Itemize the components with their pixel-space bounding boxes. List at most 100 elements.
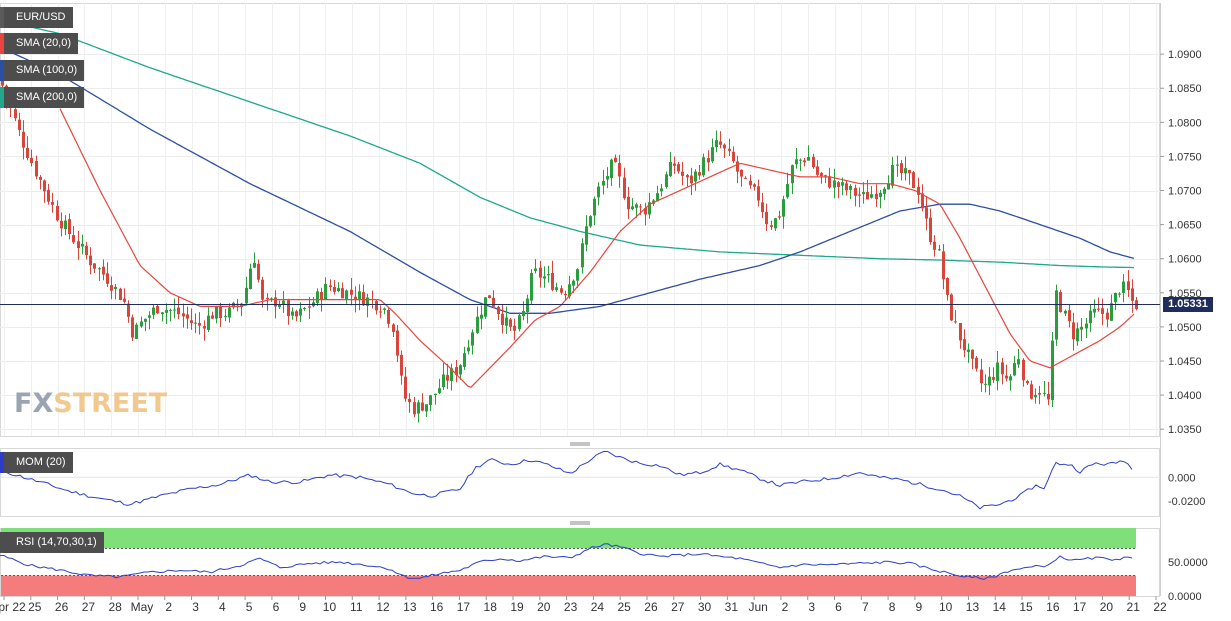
candle-body bbox=[534, 268, 537, 271]
time-tick-label: 4 bbox=[219, 600, 226, 614]
time-tick-label: 21 bbox=[1127, 600, 1141, 614]
candle-body bbox=[316, 291, 319, 303]
candle-body bbox=[182, 313, 185, 317]
candle-body bbox=[127, 303, 130, 317]
candle-body bbox=[799, 159, 802, 161]
mom-label[interactable]: MOM (20) bbox=[0, 452, 73, 473]
sma200-label-text: SMA (200,0) bbox=[16, 91, 78, 103]
candle-body bbox=[404, 376, 407, 399]
candle-body bbox=[480, 314, 483, 319]
time-tick-label: 16 bbox=[1046, 600, 1060, 614]
candle-body bbox=[1080, 326, 1083, 330]
candle-body bbox=[81, 243, 84, 247]
candle-body bbox=[177, 307, 180, 315]
time-tick-label: 27 bbox=[82, 600, 96, 614]
time-tick-label: 10 bbox=[323, 600, 337, 614]
candle-body bbox=[303, 308, 306, 310]
candle-body bbox=[614, 157, 617, 163]
candle-body bbox=[1131, 288, 1134, 301]
candle-body bbox=[896, 164, 899, 166]
candle-body bbox=[740, 169, 743, 177]
candle-body bbox=[988, 376, 991, 386]
time-tick-label: 20 bbox=[1100, 600, 1114, 614]
symbol-label[interactable]: EUR/USD bbox=[0, 7, 73, 28]
candle-body bbox=[593, 198, 596, 216]
sma-20-path bbox=[59, 108, 1135, 388]
candle-body bbox=[438, 388, 441, 393]
candle-body bbox=[1043, 392, 1046, 394]
candle-body bbox=[929, 217, 932, 243]
candle-body bbox=[967, 349, 970, 352]
candle-body bbox=[392, 324, 395, 332]
time-tick-label: 18 bbox=[484, 600, 498, 614]
rsi-label[interactable]: RSI (14,70,30,1) bbox=[0, 532, 104, 553]
time-tick-label: 6 bbox=[273, 600, 280, 614]
candle-body bbox=[975, 357, 978, 369]
candle-body bbox=[467, 347, 470, 352]
candle-body bbox=[837, 182, 840, 187]
candle-body bbox=[366, 297, 369, 306]
candle-body bbox=[140, 321, 143, 327]
candle-body bbox=[946, 278, 949, 295]
rsi-swatch bbox=[0, 532, 4, 553]
price-tick-label: 1.0850 bbox=[1168, 83, 1202, 95]
candle-body bbox=[992, 377, 995, 380]
candle-body bbox=[1055, 290, 1058, 340]
sma200-label[interactable]: SMA (200,0) bbox=[0, 87, 85, 108]
candle-body bbox=[606, 176, 609, 180]
grid-lines bbox=[0, 3, 1160, 597]
candle-body bbox=[551, 272, 554, 290]
candle-body bbox=[576, 269, 579, 281]
sma100-label[interactable]: SMA (100,0) bbox=[0, 60, 85, 81]
candle-body bbox=[383, 308, 386, 310]
candle-body bbox=[295, 311, 298, 317]
sma20-label[interactable]: SMA (20,0) bbox=[0, 33, 79, 54]
candle-body bbox=[400, 354, 403, 376]
candle-body bbox=[131, 317, 134, 338]
candle-body bbox=[270, 298, 273, 300]
mom-tick-label: 0.000 bbox=[1168, 472, 1196, 484]
candle-body bbox=[707, 158, 710, 163]
time-tick-label: 16 bbox=[430, 600, 444, 614]
candle-body bbox=[572, 280, 575, 286]
time-tick-label: 13 bbox=[966, 600, 980, 614]
candle-body bbox=[173, 309, 176, 311]
candle-body bbox=[723, 144, 726, 149]
time-tick-label: 30 bbox=[698, 600, 712, 614]
candle-body bbox=[996, 362, 999, 382]
candle-body bbox=[778, 216, 781, 218]
time-tick-label: Jun bbox=[748, 600, 767, 614]
candle-body bbox=[345, 290, 348, 300]
candle-body bbox=[261, 279, 264, 300]
candle-body bbox=[917, 186, 920, 195]
rsi-label-text: RSI (14,70,30,1) bbox=[16, 536, 97, 548]
sma-100-path bbox=[0, 46, 1135, 314]
candle-body bbox=[828, 176, 831, 188]
candle-body bbox=[463, 353, 466, 367]
last-price-text: 1.05331 bbox=[1168, 297, 1208, 310]
candle-body bbox=[266, 297, 269, 300]
candle-body bbox=[854, 187, 857, 196]
candle-body bbox=[547, 274, 550, 276]
candle-body bbox=[665, 174, 668, 187]
candle-body bbox=[341, 288, 344, 299]
candle-body bbox=[207, 315, 210, 330]
time-tick-label: 2 bbox=[782, 600, 789, 614]
candle-body bbox=[921, 193, 924, 209]
time-tick-label: 2 bbox=[165, 600, 172, 614]
price-tick-label: 1.0450 bbox=[1168, 356, 1202, 368]
candle-body bbox=[455, 367, 458, 375]
mom-line bbox=[0, 450, 1133, 510]
candle-body bbox=[1093, 308, 1096, 313]
candle-body bbox=[434, 393, 437, 396]
candle-body bbox=[744, 177, 747, 179]
candle-body bbox=[904, 168, 907, 174]
candle-body bbox=[564, 294, 567, 296]
candle-body bbox=[93, 263, 96, 269]
rsi-tick-label: 0.0000 bbox=[1168, 591, 1202, 603]
candle-body bbox=[782, 199, 785, 217]
time-tick-label: 31 bbox=[725, 600, 739, 614]
candle-body bbox=[862, 192, 865, 195]
candle-body bbox=[900, 163, 903, 174]
candle-body bbox=[589, 216, 592, 227]
